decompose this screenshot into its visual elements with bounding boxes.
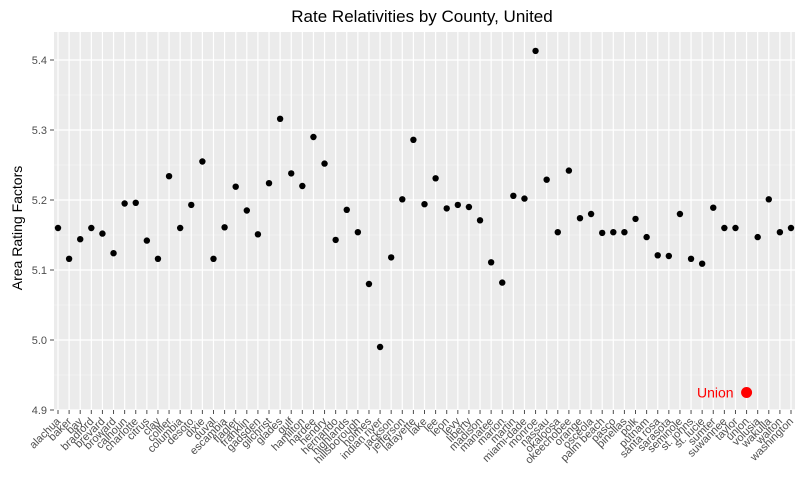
data-point	[543, 176, 550, 183]
data-point	[732, 224, 739, 232]
data-point	[654, 252, 661, 259]
data-point	[410, 136, 417, 143]
data-point	[676, 210, 684, 218]
y-tick-label: 5.0	[32, 335, 47, 347]
data-point	[188, 201, 195, 209]
data-point	[432, 175, 439, 182]
data-point	[754, 233, 761, 241]
data-point	[532, 47, 539, 55]
y-tick-label: 4.9	[32, 405, 47, 417]
y-axis-ticks: 4.9 5.0 5.1 5.2 5.3 5.4	[32, 55, 54, 417]
y-tick-label: 5.2	[32, 195, 47, 207]
data-point	[143, 237, 151, 244]
data-point	[598, 229, 606, 237]
data-point	[276, 115, 284, 123]
data-point	[343, 206, 350, 213]
data-point	[254, 231, 262, 238]
y-tick-label: 5.3	[32, 125, 47, 137]
data-point	[387, 254, 395, 261]
data-point	[399, 196, 406, 203]
data-point	[554, 229, 561, 236]
data-point	[265, 180, 273, 187]
data-point	[221, 224, 228, 231]
data-point	[576, 215, 584, 222]
data-point	[565, 167, 573, 174]
data-point	[643, 233, 650, 241]
data-point	[88, 224, 95, 232]
data-point	[454, 201, 462, 209]
data-point	[499, 279, 506, 286]
chart-title: Rate Relativities by County, United	[291, 7, 552, 26]
data-point	[321, 160, 328, 167]
data-point	[587, 210, 595, 218]
data-point	[65, 255, 73, 262]
data-point	[365, 280, 373, 288]
data-point	[443, 205, 450, 212]
data-point	[99, 230, 106, 237]
grid-major	[54, 32, 795, 411]
data-point	[299, 182, 306, 190]
data-point	[165, 173, 173, 180]
data-point	[487, 259, 495, 266]
data-point	[176, 224, 184, 232]
highlight-annotation: Union	[697, 385, 753, 401]
data-point	[77, 236, 84, 243]
data-point	[199, 158, 206, 165]
data-point	[476, 217, 484, 224]
data-point	[310, 133, 317, 141]
data-point	[354, 229, 362, 236]
data-point	[787, 224, 795, 232]
x-axis-ticks: alachuabakerbaybradfordbrevardbrowardcal…	[27, 410, 796, 467]
data-point	[521, 195, 528, 202]
data-point	[243, 207, 251, 214]
highlight-label: Union	[697, 385, 734, 401]
data-points	[54, 47, 795, 351]
data-point	[721, 224, 728, 232]
data-point	[421, 201, 428, 208]
y-tick-label: 5.4	[32, 55, 47, 67]
data-point	[132, 199, 139, 206]
data-point	[687, 255, 695, 262]
data-point	[665, 252, 673, 260]
data-point	[610, 229, 617, 236]
data-point	[765, 196, 772, 203]
data-point	[121, 200, 128, 207]
data-point	[510, 192, 517, 199]
data-point	[465, 203, 473, 211]
data-point	[232, 183, 239, 190]
data-point	[110, 250, 117, 257]
data-point	[632, 215, 639, 223]
data-point	[288, 170, 295, 177]
y-axis-label: Area Rating Factors	[9, 166, 25, 291]
data-point	[776, 229, 784, 236]
data-point	[710, 204, 717, 211]
data-point	[210, 255, 217, 262]
data-point	[54, 224, 62, 232]
highlight-point	[741, 387, 753, 398]
data-point	[332, 236, 339, 244]
data-point	[376, 343, 384, 351]
data-point	[621, 229, 628, 236]
data-point	[698, 260, 706, 267]
data-point	[154, 255, 162, 262]
y-tick-label: 5.1	[32, 265, 47, 277]
